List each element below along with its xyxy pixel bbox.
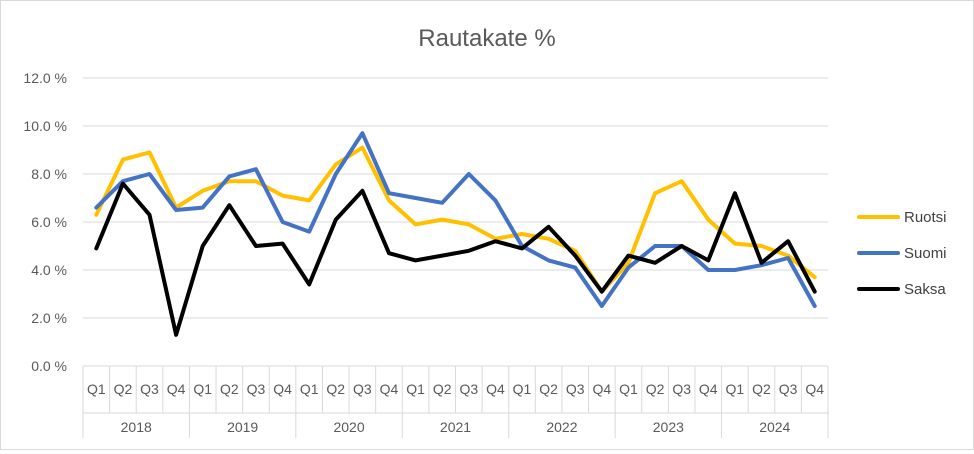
legend-label: Ruotsi — [904, 209, 947, 226]
y-tick-label: 10.0 % — [23, 118, 67, 134]
x-tick-quarter: Q4 — [380, 381, 399, 397]
y-tick-label: 4.0 % — [31, 262, 67, 278]
y-tick-label: 2.0 % — [31, 310, 67, 326]
x-tick-quarter: Q1 — [513, 381, 532, 397]
series-lines — [94, 131, 817, 337]
x-tick-quarter: Q1 — [619, 381, 638, 397]
series-line-suomi — [94, 131, 817, 308]
x-tick-quarter: Q1 — [406, 381, 425, 397]
x-tick-quarter: Q4 — [592, 381, 611, 397]
x-tick-quarter: Q2 — [646, 381, 665, 397]
x-tick-quarter: Q4 — [486, 381, 505, 397]
x-tick-quarter: Q1 — [300, 381, 319, 397]
x-tick-quarter: Q2 — [114, 381, 133, 397]
legend: Ruotsi Suomi Saksa — [857, 209, 947, 298]
x-tick-quarter: Q2 — [433, 381, 452, 397]
y-tick-label: 6.0 % — [31, 214, 67, 230]
x-tick-quarter: Q1 — [87, 381, 106, 397]
x-tick-quarter: Q3 — [779, 381, 798, 397]
x-tick-year: 2022 — [546, 419, 577, 435]
x-tick-quarter: Q3 — [566, 381, 585, 397]
chart-title: Rautakate % — [418, 25, 555, 52]
x-tick-quarter: Q4 — [699, 381, 718, 397]
x-tick-quarter: Q2 — [326, 381, 345, 397]
x-tick-year: 2023 — [653, 419, 684, 435]
x-tick-year: 2024 — [759, 419, 790, 435]
x-tick-quarter: Q2 — [539, 381, 558, 397]
x-tick-year: 2021 — [440, 419, 471, 435]
x-tick-quarter: Q3 — [247, 381, 266, 397]
x-tick-quarter: Q3 — [140, 381, 159, 397]
x-tick-quarter: Q4 — [805, 381, 824, 397]
x-tick-year: 2018 — [121, 419, 152, 435]
x-tick-quarter: Q2 — [220, 381, 239, 397]
x-tick-quarter: Q4 — [273, 381, 292, 397]
x-tick-quarter: Q3 — [459, 381, 478, 397]
x-tick-quarter: Q3 — [353, 381, 372, 397]
x-tick-year: 2019 — [227, 419, 258, 435]
x-tick-quarter: Q4 — [167, 381, 186, 397]
x-axis: Q1 Q2 Q3 Q4 Q1 Q2 Q3 Q4 Q1 Q2 Q3 Q4 Q1 Q2 Q3 Q4 Q1 Q2 Q3 Q4… — [82, 366, 829, 438]
x-tick-quarter: Q3 — [672, 381, 691, 397]
y-tick-label: 12.0 % — [23, 70, 67, 86]
y-tick-label: 8.0 % — [31, 166, 67, 182]
x-tick-quarter: Q1 — [193, 381, 212, 397]
series-line-ruotsi — [94, 145, 817, 294]
gridlines: 0.0 % 2.0 % 4.0 % 6.0 % 8.0 % 10.0 % 12.0 % — [23, 70, 828, 374]
x-tick-year: 2020 — [333, 419, 364, 435]
legend-label: Suomi — [904, 245, 947, 262]
x-tick-quarter: Q2 — [752, 381, 771, 397]
series-line-saksa — [94, 181, 817, 337]
x-tick-quarter: Q1 — [726, 381, 745, 397]
legend-label: Saksa — [904, 281, 946, 298]
y-tick-label: 0.0 % — [31, 358, 67, 374]
